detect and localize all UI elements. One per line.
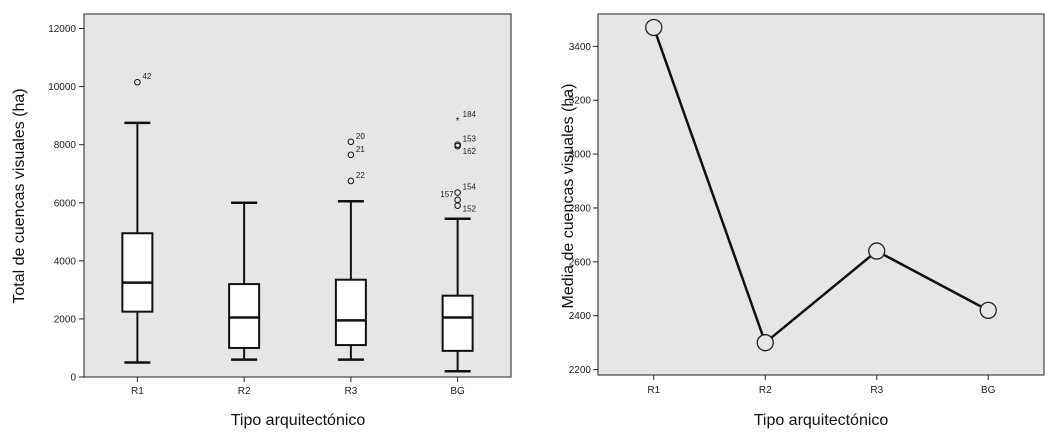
y-tick-label: 10000 xyxy=(48,82,76,93)
outlier-label: 20 xyxy=(356,132,365,141)
outlier-label: 42 xyxy=(142,72,151,81)
y-tick-label: 8000 xyxy=(54,140,77,151)
outlier xyxy=(347,151,355,159)
y-tick-label: 2000 xyxy=(54,314,77,325)
box-BG: *184 153 162 154 157 152 xyxy=(440,110,477,373)
y-tick-label: 4000 xyxy=(54,256,77,267)
y-tick-label: 12000 xyxy=(48,24,76,35)
box-R1: 42 xyxy=(121,72,154,364)
outlier-label: 162 xyxy=(463,147,477,156)
data-point-R3 xyxy=(868,242,886,260)
boxplot-marks: 42 20 21 22 *184 153 162 154 157 152 xyxy=(121,72,477,373)
line-marks xyxy=(645,18,997,352)
outlier-label: 184 xyxy=(463,110,477,119)
y-tick-label: 3400 xyxy=(569,42,592,53)
data-point-BG xyxy=(979,301,997,319)
outlier-label: 157 xyxy=(440,190,454,199)
x-tick-label: R3 xyxy=(870,385,883,396)
line-y-ticks: 2200 2400 2600 2800 3000 3200 3400 xyxy=(569,42,598,376)
series-line xyxy=(652,27,989,344)
box-R3: 20 21 22 xyxy=(334,132,367,361)
y-tick-label: 2400 xyxy=(569,311,592,322)
boxplot-x-ticks: R1 R2 R3 BG xyxy=(131,377,465,397)
x-tick-label: R2 xyxy=(238,386,251,397)
box-iqr xyxy=(441,294,474,352)
outlier-label: 154 xyxy=(463,183,477,192)
x-tick-label: R1 xyxy=(647,385,660,396)
boxplot-y-axis-label: Total de cuencas visuales (ha) xyxy=(11,88,28,303)
box-iqr xyxy=(334,278,367,347)
y-tick-label: 3000 xyxy=(569,150,592,161)
data-point-R1 xyxy=(645,18,663,37)
y-tick-label: 2800 xyxy=(569,203,592,214)
y-tick-label: 6000 xyxy=(54,198,77,209)
data-point-R2 xyxy=(756,334,774,352)
boxplot-x-axis-label: Tipo arquitectónico xyxy=(231,412,366,429)
x-tick-label: BG xyxy=(981,385,996,396)
outlier xyxy=(454,202,461,209)
boxplot-plot-area xyxy=(83,13,512,378)
outlier xyxy=(454,142,461,150)
box-iqr xyxy=(121,232,154,313)
outlier-label: 22 xyxy=(356,171,365,180)
outlier xyxy=(454,189,461,196)
box-iqr xyxy=(228,283,261,349)
line-x-ticks: R1 R2 R3 BG xyxy=(647,375,996,396)
outlier xyxy=(347,138,355,146)
y-tick-label: 3200 xyxy=(569,96,592,107)
x-tick-label: BG xyxy=(450,386,465,397)
y-tick-label: 2200 xyxy=(569,365,592,376)
outlier xyxy=(347,177,355,185)
outlier-extreme: * xyxy=(456,116,460,127)
outlier-label: 152 xyxy=(463,205,477,214)
x-tick-label: R2 xyxy=(759,385,772,396)
line-plot-area xyxy=(597,13,1045,376)
boxplot-chart: 0 2000 4000 6000 8000 10000 12000 R1 R2 R3 BG 42 2… xyxy=(11,13,512,429)
line-x-axis-label: Tipo arquitectónico xyxy=(754,412,889,429)
y-tick-label: 2600 xyxy=(569,257,592,268)
boxplot-y-ticks: 0 2000 4000 6000 8000 10000 12000 xyxy=(48,24,84,384)
outlier xyxy=(134,78,141,86)
outlier-label: 21 xyxy=(356,145,365,154)
line-y-axis-label: Media de cuencas visuales (ha) xyxy=(560,83,577,308)
x-tick-label: R3 xyxy=(344,386,357,397)
x-tick-label: R1 xyxy=(131,386,144,397)
outlier-label: 153 xyxy=(463,135,477,144)
line-chart: 2200 2400 2600 2800 3000 3200 3400 R1 R2 R3 BG Ti… xyxy=(560,13,1045,429)
box-R2 xyxy=(228,201,261,361)
y-tick-label: 0 xyxy=(70,373,76,384)
